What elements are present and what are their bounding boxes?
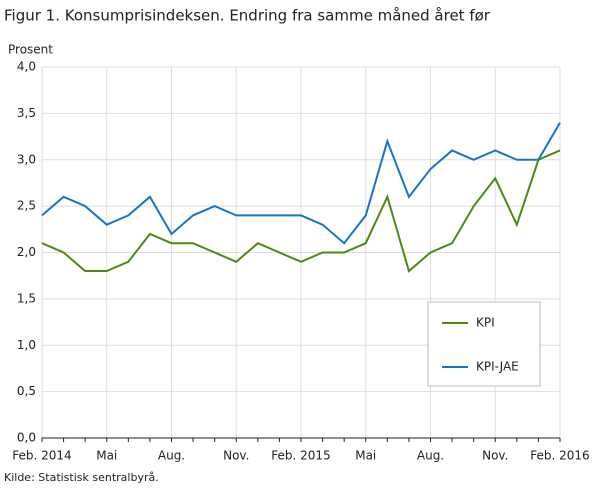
y-tick-label: 2,5 <box>17 199 36 213</box>
y-axis-label: Prosent <box>8 43 53 57</box>
legend-box <box>427 301 541 387</box>
y-tick-label: 3,5 <box>17 106 36 120</box>
x-tick-label: Mai <box>96 449 117 463</box>
y-tick-label: 2,0 <box>17 245 36 259</box>
series-line <box>41 122 561 245</box>
x-tick-label: Nov. <box>223 449 249 463</box>
y-tick-label: 0,5 <box>17 384 36 398</box>
y-tick-label: 1,0 <box>17 338 36 352</box>
legend-label: KPI <box>476 316 495 330</box>
x-tick-label: Mai <box>355 449 376 463</box>
y-tick-label: 1,5 <box>17 291 36 305</box>
y-tick-label: 0,0 <box>17 431 36 445</box>
source: Kilde: Statistisk sentralbyrå. <box>4 471 159 484</box>
chart-title: Figur 1. Konsumprisindeksen. Endring fra… <box>4 7 491 25</box>
y-tick-label: 3,0 <box>17 152 36 166</box>
x-tick-label: Feb. 2014 <box>12 449 71 463</box>
x-tick-label: Feb. 2016 <box>530 449 589 463</box>
x-tick-label: Nov. <box>482 449 508 463</box>
x-tick-label: Aug. <box>158 449 185 463</box>
y-tick-label: 4,0 <box>17 60 36 74</box>
x-tick-label: Aug. <box>417 449 444 463</box>
legend-label: KPI-JAE <box>476 360 519 374</box>
x-tick-label: Feb. 2015 <box>271 449 330 463</box>
series-line <box>41 149 561 273</box>
